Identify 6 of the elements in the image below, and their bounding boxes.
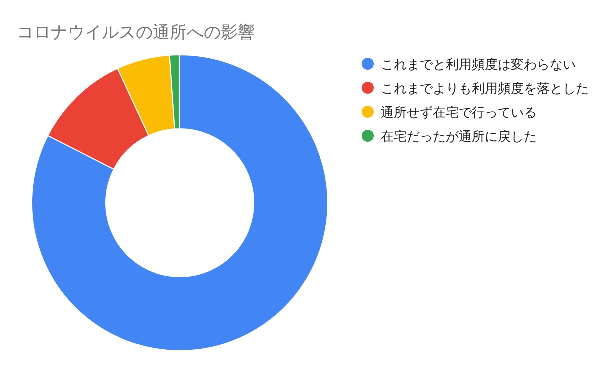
legend-label: これまでと利用頻度は変わらない [381, 57, 576, 73]
legend-label: これまでよりも利用頻度を落とした [381, 81, 589, 97]
legend-label: 在宅だったが通所に戻した [381, 129, 537, 145]
legend-label: 通所せず在宅で行っている [381, 105, 537, 121]
chart-title: コロナウイルスの通所への影響 [17, 23, 255, 43]
donut-slice [32, 54, 328, 352]
